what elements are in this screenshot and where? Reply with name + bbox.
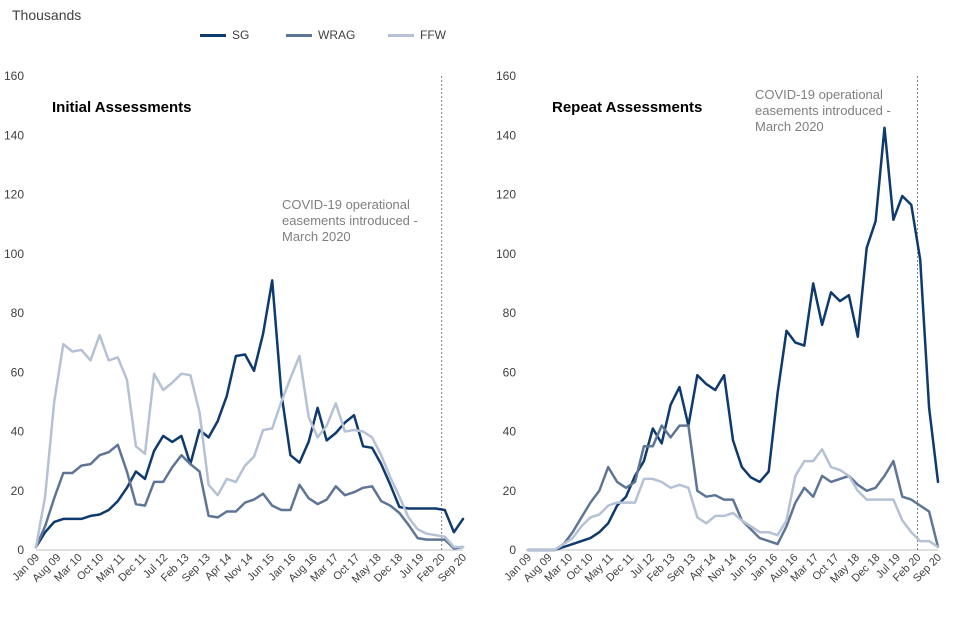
legend-label-wrag: WRAG [318, 28, 356, 42]
y-tick-label: 20 [503, 484, 517, 498]
legend: SG WRAG FFW [200, 28, 460, 46]
y-tick-label: 160 [496, 69, 516, 83]
y-tick-label: 120 [496, 188, 516, 202]
covid-annotation-line: March 2020 [282, 229, 351, 244]
y-tick-label: 100 [496, 247, 516, 261]
legend-item-ffw: FFW [388, 28, 446, 42]
legend-swatch-wrag [286, 34, 312, 38]
y-tick-label: 140 [4, 128, 24, 142]
y-unit-label: Thousands [12, 7, 82, 23]
series-line-sg [34, 279, 465, 549]
y-tick-label: 100 [4, 247, 24, 261]
covid-annotation-line: COVID-19 operational [282, 197, 410, 212]
legend-label-sg: SG [232, 28, 250, 42]
y-tick-label: 160 [4, 69, 24, 83]
repeat-chart-title: Repeat Assessments [552, 99, 702, 116]
series-line-wrag [526, 424, 940, 552]
series-line-sg [526, 126, 940, 552]
legend-item-sg: SG [200, 28, 249, 42]
legend-swatch-sg [200, 34, 226, 38]
y-tick-label: 140 [496, 128, 516, 142]
series-line-ffw [526, 448, 940, 552]
legend-swatch-ffw [388, 34, 414, 38]
covid-annotation-line: easements introduced - [755, 103, 891, 118]
y-tick-label: 80 [11, 306, 25, 320]
y-tick-label: 0 [509, 543, 516, 557]
y-tick-label: 60 [503, 365, 517, 379]
legend-label-ffw: FFW [420, 28, 446, 42]
y-tick-label: 40 [11, 425, 25, 439]
y-tick-label: 120 [4, 188, 24, 202]
series-line-wrag [34, 443, 465, 550]
legend-item-wrag: WRAG [286, 28, 355, 42]
covid-annotation-line: COVID-19 operational [755, 87, 883, 102]
y-tick-label: 80 [503, 306, 517, 320]
y-tick-label: 60 [11, 365, 25, 379]
initial-chart-title: Initial Assessments [52, 99, 192, 116]
covid-annotation-line: March 2020 [755, 119, 824, 134]
y-tick-label: 40 [503, 425, 517, 439]
covid-annotation-line: easements introduced - [282, 213, 418, 228]
y-tick-label: 0 [17, 543, 24, 557]
y-tick-label: 20 [11, 484, 25, 498]
series-line-ffw [34, 333, 465, 549]
